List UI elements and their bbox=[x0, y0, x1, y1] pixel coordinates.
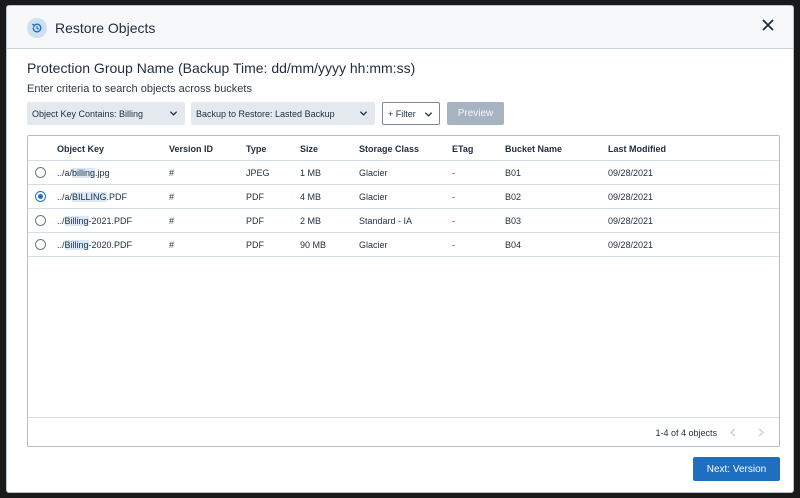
object-key-cell: ../a/billing.jpg bbox=[57, 168, 110, 178]
size-cell: 4 MB bbox=[300, 192, 322, 202]
add-filter-button[interactable]: + Filter bbox=[382, 102, 440, 125]
version-id-cell: # bbox=[169, 168, 175, 178]
column-header-object-key[interactable]: Object Key bbox=[57, 144, 105, 154]
storage-class-cell: Glacier bbox=[359, 168, 388, 178]
close-icon[interactable] bbox=[761, 18, 775, 32]
object-key-match: billing bbox=[72, 168, 96, 178]
storage-class-cell: Glacier bbox=[359, 192, 388, 202]
bucket-name-cell: B01 bbox=[505, 168, 522, 178]
chevron-right-icon[interactable] bbox=[757, 428, 765, 437]
object-key-prefix: ../ bbox=[57, 216, 65, 226]
etag-cell: - bbox=[452, 192, 455, 202]
etag-cell: - bbox=[452, 216, 455, 226]
object-key-prefix: ../a/ bbox=[57, 192, 73, 202]
next-version-button[interactable]: Next: Version bbox=[693, 457, 780, 481]
backup-to-restore-dropdown[interactable]: Backup to Restore: Lasted Backup bbox=[191, 102, 375, 125]
size-cell: 2 MB bbox=[300, 216, 322, 226]
table-footer: 1-4 of 4 objects bbox=[28, 417, 779, 446]
column-header-etag[interactable]: ETag bbox=[452, 144, 474, 154]
table-row[interactable]: ../Billing-2020.PDF # PDF 90 MB Glacier … bbox=[28, 233, 779, 257]
version-id-cell: # bbox=[169, 240, 175, 250]
storage-class-cell: Standard - IA bbox=[359, 216, 413, 226]
type-cell: PDF bbox=[246, 192, 264, 202]
object-key-prefix: ../ bbox=[57, 240, 65, 250]
object-key-match: Billing bbox=[64, 216, 89, 226]
object-key-match: BILLING bbox=[72, 192, 107, 202]
row-select-radio[interactable] bbox=[35, 167, 46, 178]
object-key-suffix: -2020.PDF bbox=[88, 240, 133, 250]
dialog-title: Restore Objects bbox=[55, 20, 156, 36]
column-header-type[interactable]: Type bbox=[246, 144, 267, 154]
bucket-name-cell: B03 bbox=[505, 216, 522, 226]
etag-cell: - bbox=[452, 168, 455, 178]
type-cell: PDF bbox=[246, 216, 264, 226]
search-hint: Enter criteria to search objects across … bbox=[27, 83, 252, 95]
object-key-suffix: -2021.PDF bbox=[88, 216, 133, 226]
preview-button[interactable]: Preview bbox=[447, 102, 504, 125]
chevron-left-icon[interactable] bbox=[729, 428, 737, 437]
bucket-name-cell: B02 bbox=[505, 192, 522, 202]
last-modified-cell: 09/28/2021 bbox=[608, 216, 654, 226]
column-header-version-id[interactable]: Version ID bbox=[169, 144, 214, 154]
version-id-cell: # bbox=[169, 216, 175, 226]
object-key-match: Billing bbox=[64, 240, 89, 250]
chevron-down-icon bbox=[359, 111, 368, 116]
object-key-filter-label: Object Key Contains: Billing bbox=[32, 109, 144, 119]
last-modified-cell: 09/28/2021 bbox=[608, 240, 654, 250]
type-cell: PDF bbox=[246, 240, 264, 250]
last-modified-cell: 09/28/2021 bbox=[608, 192, 654, 202]
column-header-size[interactable]: Size bbox=[300, 144, 319, 154]
dialog-header: Restore Objects bbox=[7, 6, 793, 49]
object-key-cell: ../a/BILLING.PDF bbox=[57, 192, 127, 202]
row-select-radio[interactable] bbox=[35, 215, 46, 226]
bucket-name-cell: B04 bbox=[505, 240, 522, 250]
objects-table: Object Key Version ID Type Size Storage … bbox=[27, 135, 780, 447]
protection-group-name: Protection Group Name (Backup Time: dd/m… bbox=[27, 60, 416, 76]
table-row[interactable]: ../Billing-2021.PDF # PDF 2 MB Standard … bbox=[28, 209, 779, 233]
restore-icon bbox=[27, 18, 47, 38]
last-modified-cell: 09/28/2021 bbox=[608, 168, 654, 178]
restore-objects-dialog: Restore Objects Protection Group Name (B… bbox=[6, 5, 794, 493]
table-row[interactable]: ../a/billing.jpg # JPEG 1 MB Glacier - B… bbox=[28, 161, 779, 185]
object-key-cell: ../Billing-2021.PDF bbox=[57, 216, 132, 226]
size-cell: 1 MB bbox=[300, 168, 322, 178]
object-key-prefix: ../a/ bbox=[57, 168, 73, 178]
add-filter-label: + Filter bbox=[388, 109, 416, 119]
object-key-suffix: .jpg bbox=[95, 168, 110, 178]
row-select-radio[interactable] bbox=[35, 191, 46, 202]
chevron-down-icon bbox=[169, 111, 178, 116]
size-cell: 90 MB bbox=[300, 240, 327, 250]
table-header: Object Key Version ID Type Size Storage … bbox=[28, 136, 779, 161]
etag-cell: - bbox=[452, 240, 455, 250]
row-select-radio[interactable] bbox=[35, 239, 46, 250]
storage-class-cell: Glacier bbox=[359, 240, 388, 250]
chevron-down-icon bbox=[424, 112, 433, 117]
object-key-filter-dropdown[interactable]: Object Key Contains: Billing bbox=[27, 102, 185, 125]
version-id-cell: # bbox=[169, 192, 175, 202]
pagination-count: 1-4 of 4 objects bbox=[655, 428, 717, 438]
type-cell: JPEG bbox=[246, 168, 270, 178]
column-header-storage-class[interactable]: Storage Class bbox=[359, 144, 420, 154]
table-row[interactable]: ../a/BILLING.PDF # PDF 4 MB Glacier - B0… bbox=[28, 185, 779, 209]
backup-to-restore-label: Backup to Restore: Lasted Backup bbox=[196, 109, 335, 119]
column-header-last-modified[interactable]: Last Modified bbox=[608, 144, 666, 154]
object-key-suffix: .PDF bbox=[106, 192, 128, 202]
object-key-cell: ../Billing-2020.PDF bbox=[57, 240, 132, 250]
column-header-bucket-name[interactable]: Bucket Name bbox=[505, 144, 563, 154]
